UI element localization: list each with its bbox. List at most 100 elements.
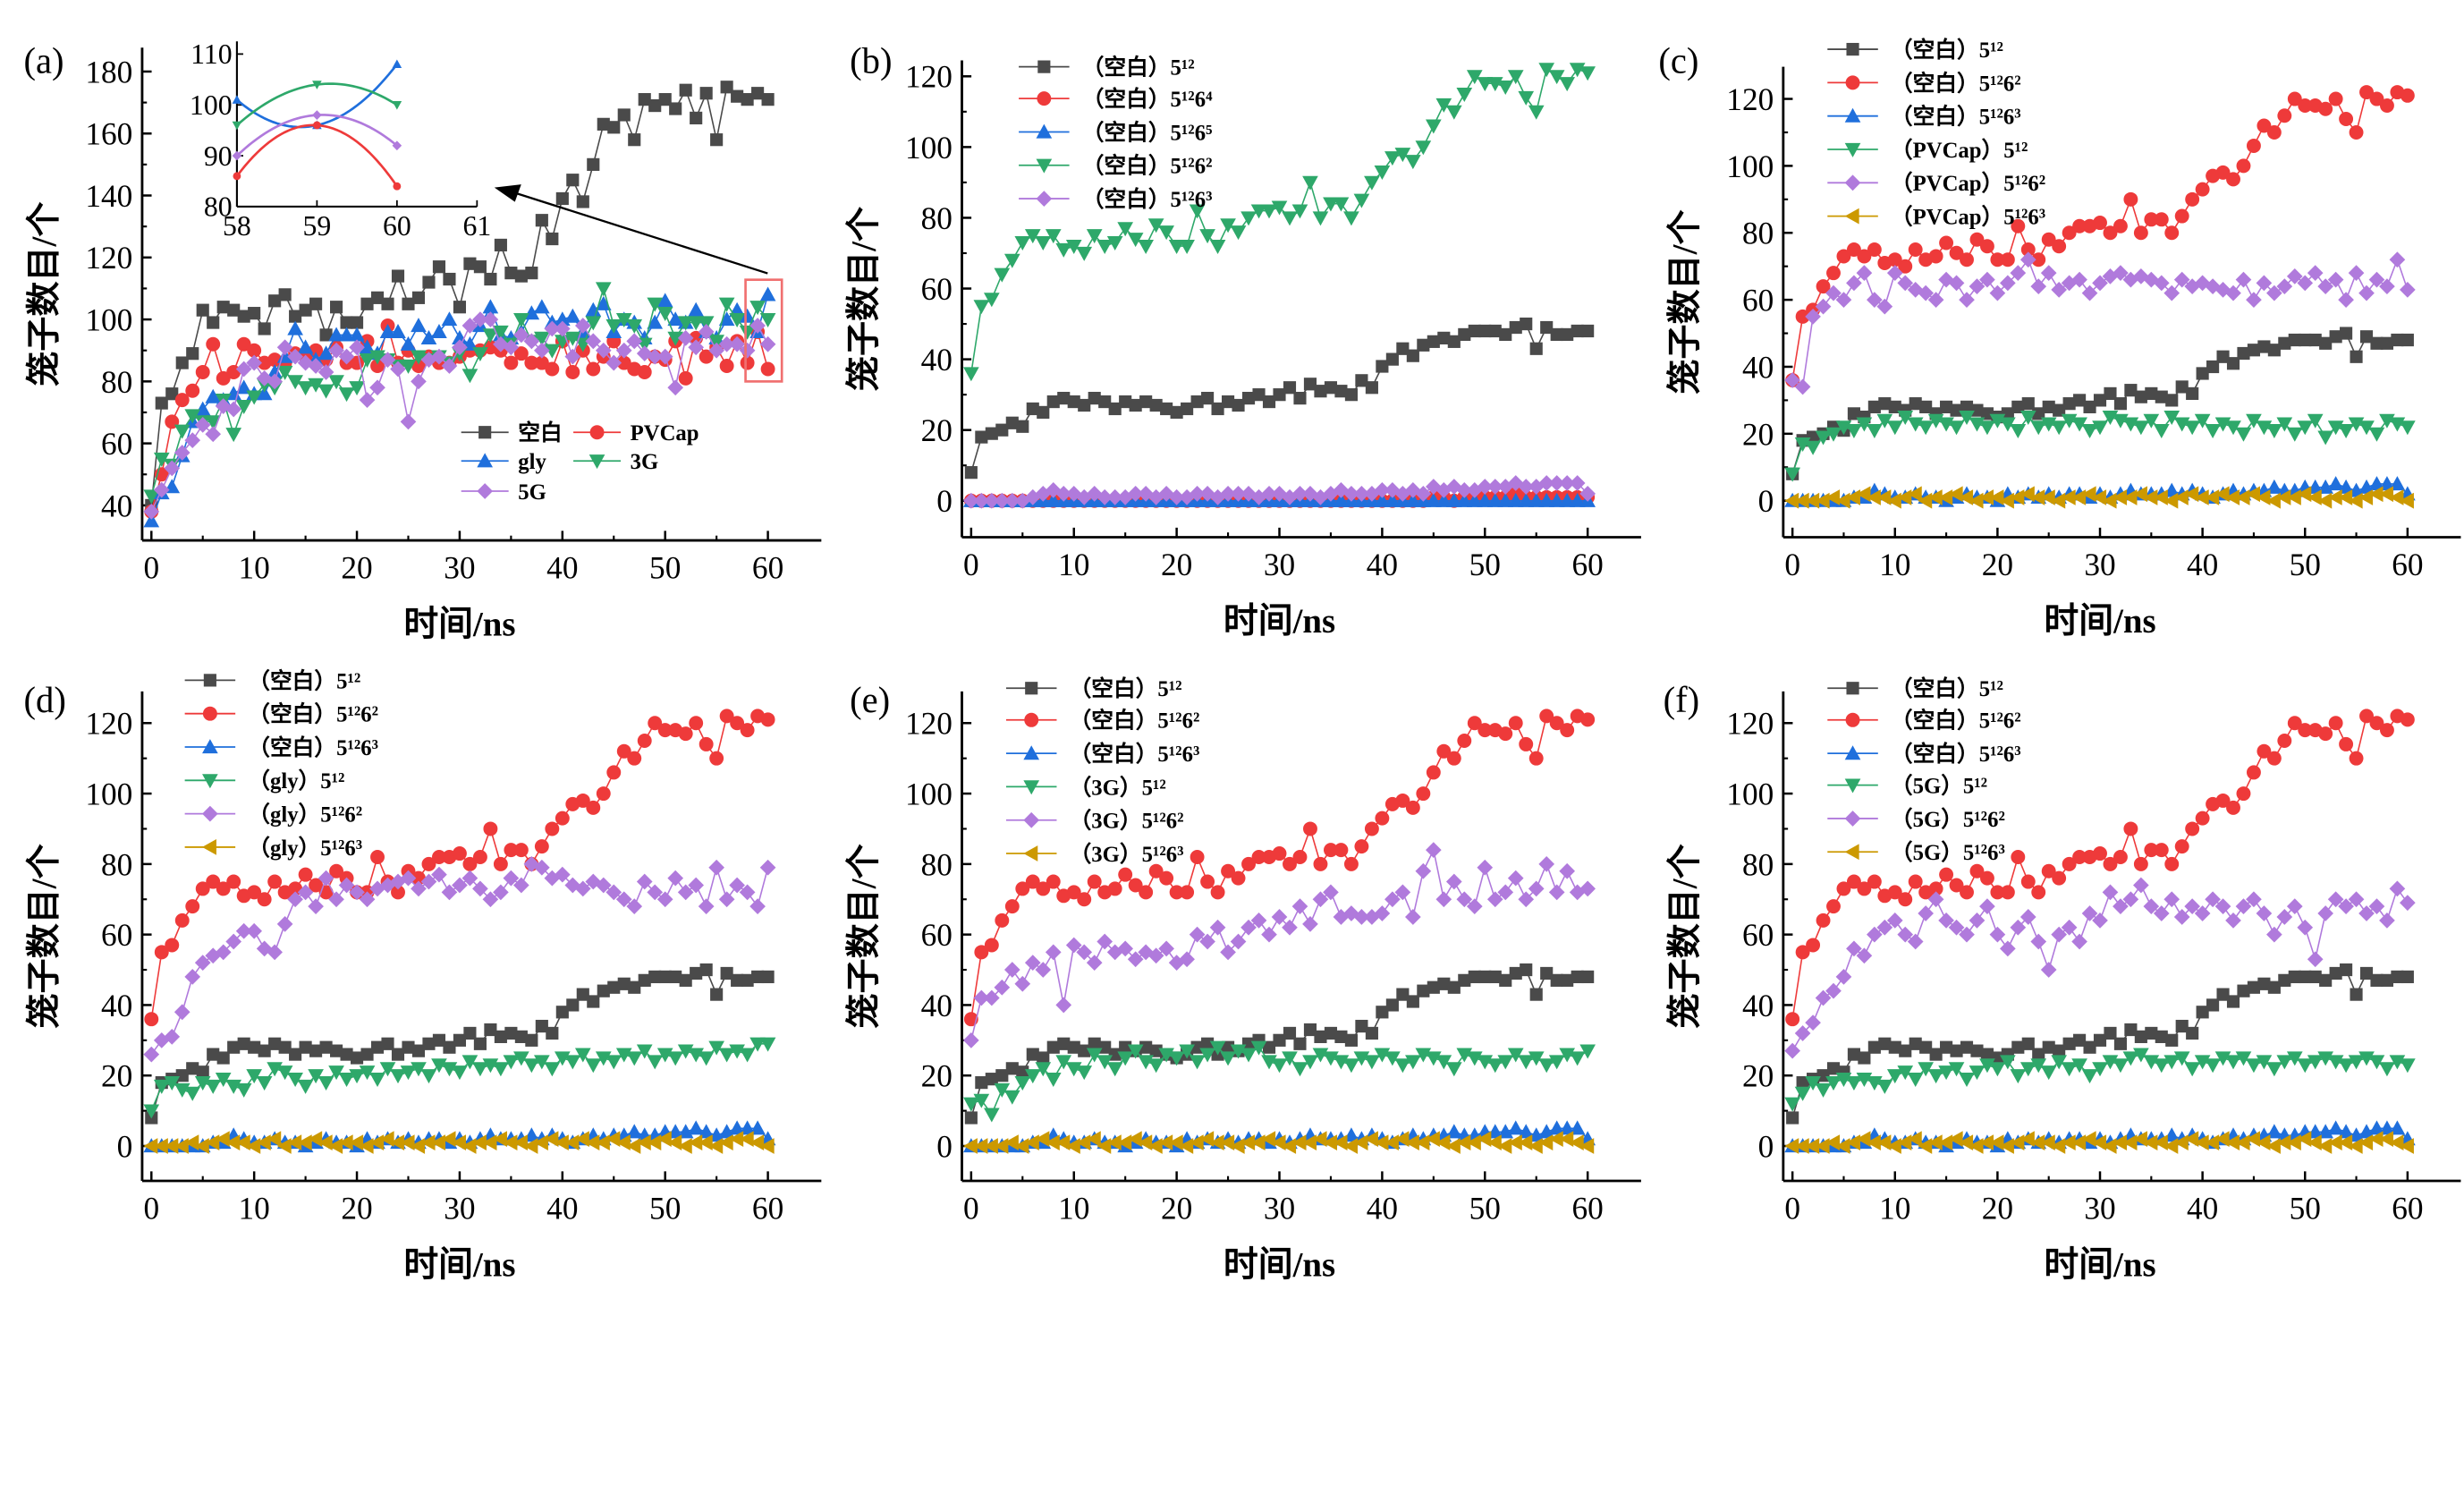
data-point (1067, 395, 1080, 409)
data-point (1990, 885, 2005, 900)
data-point (749, 1134, 765, 1150)
data-point (2000, 492, 2014, 509)
data-point (1959, 1134, 1974, 1150)
data-point (1057, 1037, 1071, 1050)
data-point (2051, 1055, 2067, 1070)
data-point (555, 1006, 569, 1019)
data-point (2246, 1058, 2262, 1074)
data-point (973, 1093, 990, 1108)
data-point (2134, 390, 2147, 403)
data-point (379, 1062, 396, 1077)
data-point (636, 873, 653, 890)
data-point (2021, 1037, 2035, 1050)
data-point (637, 733, 652, 748)
data-point (186, 1062, 199, 1075)
data-point (525, 267, 538, 280)
data-point (1426, 1131, 1440, 1148)
data-point (422, 1037, 436, 1050)
data-point (973, 989, 990, 1006)
data-point (174, 393, 190, 408)
data-point (2122, 1134, 2138, 1150)
data-point (379, 352, 396, 368)
legend-label: （5G）5¹²6³ (1891, 839, 2005, 865)
data-point (2267, 980, 2281, 994)
data-point (1365, 381, 1378, 395)
data-point (1938, 489, 1953, 505)
data-point (390, 361, 406, 378)
data-point (246, 354, 262, 371)
data-point (1835, 492, 1850, 509)
data-point (688, 877, 705, 894)
data-point (441, 884, 458, 901)
legend-marker (1844, 745, 1861, 760)
data-point (2042, 1040, 2055, 1054)
data-point (2297, 919, 2314, 936)
x-tick-label: 60 (2392, 1191, 2423, 1227)
data-point (1458, 327, 1471, 342)
data-point (688, 316, 705, 331)
data-point (2020, 242, 2036, 257)
data-point (1897, 1065, 1914, 1081)
y-tick-label: 60 (1742, 917, 1774, 953)
x-tick-label: 20 (1982, 1191, 2013, 1227)
data-point (1291, 1062, 1308, 1077)
legend-marker (1845, 75, 1860, 90)
data-point (2358, 489, 2374, 505)
data-point (143, 1046, 160, 1063)
legend-label: （3G）5¹²6² (1070, 808, 1184, 834)
data-point (699, 736, 714, 751)
data-point (2103, 856, 2118, 871)
data-point (2011, 1040, 2025, 1054)
inset-y-tick-label: 100 (190, 89, 233, 121)
x-axis-title: 时间/ns (403, 606, 515, 644)
data-point (667, 870, 684, 887)
data-point (207, 316, 220, 329)
data-point (2358, 1134, 2374, 1150)
data-point (1919, 400, 1933, 413)
data-point (1528, 751, 1544, 766)
data-point (617, 977, 631, 990)
data-point (1384, 151, 1401, 166)
data-point (678, 370, 693, 386)
data-point (1055, 485, 1072, 502)
data-point (154, 945, 169, 960)
data-point (1794, 1025, 1811, 1041)
legend-marker (1037, 91, 1052, 106)
x-tick-label: 40 (1367, 1191, 1398, 1227)
data-point (420, 329, 437, 344)
data-point (1938, 913, 1954, 929)
y-tick-label: 40 (101, 488, 132, 523)
data-point (995, 1069, 1009, 1082)
data-point (381, 297, 394, 310)
data-point (626, 333, 643, 350)
data-point (246, 1138, 261, 1154)
legend-label: （gly）5¹²6² (248, 801, 362, 827)
data-point (1415, 1134, 1430, 1150)
data-point (1046, 1040, 1060, 1054)
data-point (215, 1073, 232, 1088)
data-point (2205, 891, 2221, 908)
series-gold (1784, 1131, 2414, 1154)
data-point (626, 318, 643, 334)
data-point (1538, 492, 1555, 507)
data-point (268, 294, 282, 308)
y-tick-label: 100 (85, 301, 132, 337)
data-point (2246, 138, 2261, 153)
data-point (1497, 1138, 1512, 1154)
data-point (2266, 926, 2282, 943)
data-point (718, 335, 735, 352)
data-point (2030, 933, 2047, 950)
data-point (1200, 874, 1215, 889)
data-point (1076, 1065, 1093, 1081)
data-point (2155, 390, 2168, 403)
y-tick-label: 120 (85, 240, 132, 276)
legend-label: （PVCap）5¹² (1891, 137, 2028, 163)
y-tick-label: 100 (1726, 149, 1774, 184)
data-point (606, 765, 622, 780)
data-point (1858, 1051, 1871, 1065)
data-point (2104, 1026, 2117, 1040)
data-point (525, 1033, 538, 1047)
data-point (443, 272, 456, 286)
data-point (729, 312, 745, 327)
data-point (391, 1048, 405, 1061)
